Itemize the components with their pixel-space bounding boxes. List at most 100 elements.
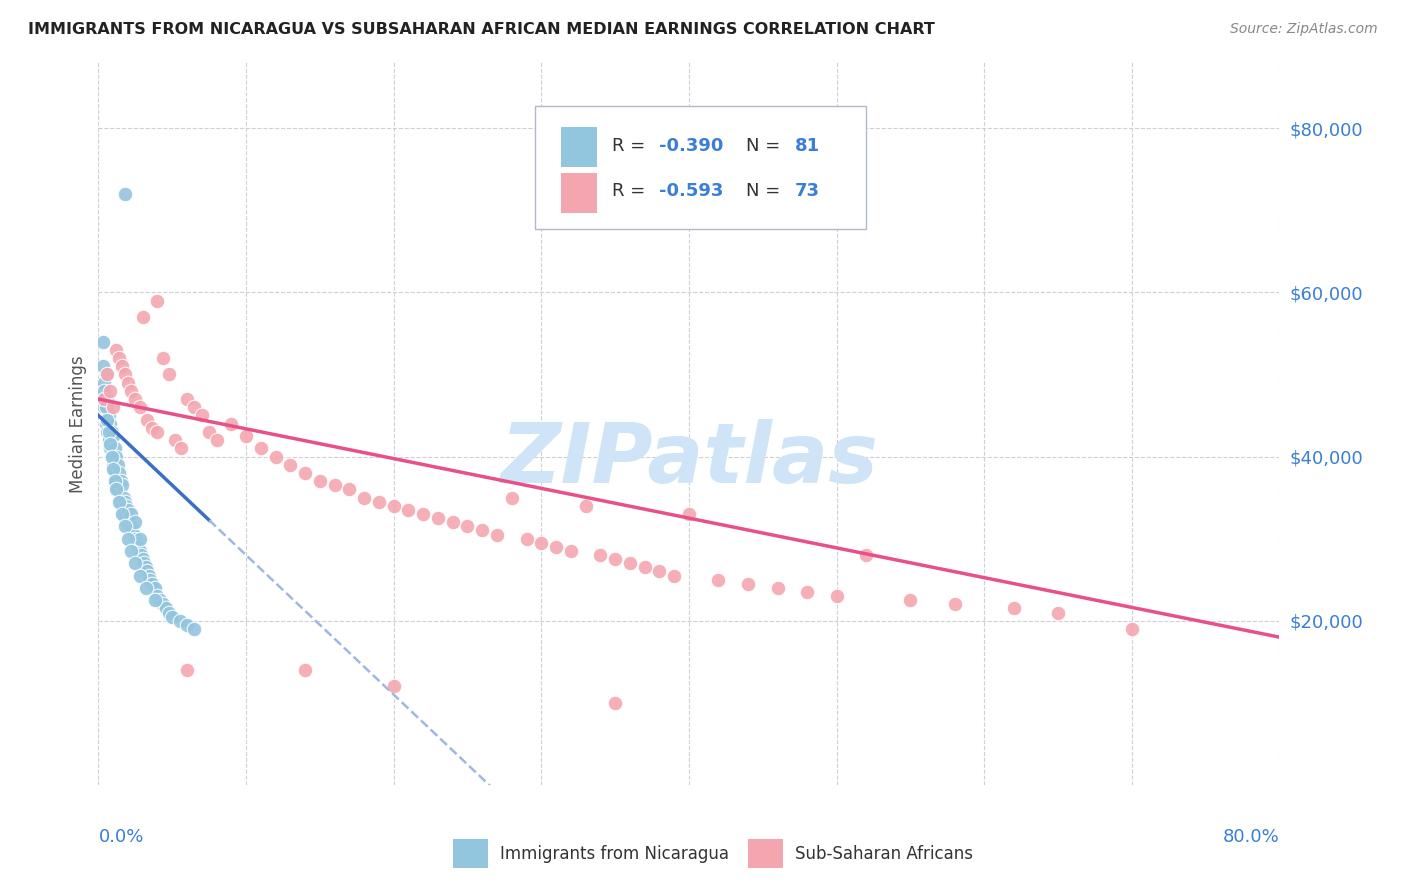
Point — [100, 450, 122, 464]
Point — [191, 409, 214, 423]
Text: -0.390: -0.390 — [659, 136, 724, 154]
Text: ZIPatlas: ZIPatlas — [501, 419, 877, 500]
Point — [634, 560, 657, 574]
Point — [100, 450, 122, 464]
Point — [103, 401, 125, 415]
Point — [152, 598, 174, 612]
Point — [135, 560, 157, 574]
Point — [162, 609, 183, 624]
Point — [146, 293, 169, 308]
Point — [110, 491, 132, 505]
Point — [235, 429, 257, 443]
Point — [103, 458, 125, 472]
Point — [176, 663, 198, 677]
Y-axis label: Median Earnings: Median Earnings — [69, 355, 87, 492]
Point — [111, 499, 134, 513]
FancyBboxPatch shape — [453, 839, 488, 868]
Point — [121, 524, 143, 538]
Point — [108, 494, 131, 508]
Point — [339, 483, 361, 497]
Point — [157, 606, 180, 620]
Point — [120, 384, 142, 398]
Point — [619, 556, 641, 570]
Point — [141, 576, 163, 591]
FancyBboxPatch shape — [561, 173, 596, 212]
Point — [136, 565, 159, 579]
Text: R =: R = — [612, 182, 651, 200]
Point — [115, 499, 138, 513]
Point — [398, 503, 420, 517]
Point — [124, 556, 146, 570]
Point — [441, 515, 464, 529]
Point — [605, 552, 627, 566]
Point — [91, 334, 114, 349]
Point — [108, 351, 131, 365]
Point — [183, 401, 205, 415]
Point — [353, 491, 375, 505]
Point — [118, 511, 141, 525]
Text: 80.0%: 80.0% — [1223, 829, 1279, 847]
Point — [107, 483, 129, 497]
Point — [96, 412, 118, 426]
Point — [97, 433, 120, 447]
Point — [97, 409, 120, 423]
Point — [105, 450, 128, 464]
Point — [176, 392, 198, 406]
Point — [114, 368, 136, 382]
Point — [111, 478, 134, 492]
Point — [93, 384, 115, 398]
Point — [605, 696, 627, 710]
Point — [707, 573, 730, 587]
Point — [127, 540, 149, 554]
Point — [117, 532, 139, 546]
Point — [323, 478, 346, 492]
Point — [766, 581, 789, 595]
Point — [900, 593, 922, 607]
Point — [825, 589, 848, 603]
Point — [120, 507, 142, 521]
Point — [98, 437, 121, 451]
Point — [103, 429, 125, 443]
Point — [309, 474, 332, 488]
Point — [138, 568, 160, 582]
Text: -0.593: -0.593 — [659, 182, 724, 200]
Point — [664, 568, 686, 582]
Point — [427, 511, 450, 525]
Point — [112, 491, 135, 505]
Point — [516, 532, 538, 546]
Text: Source: ZipAtlas.com: Source: ZipAtlas.com — [1230, 22, 1378, 37]
Point — [169, 614, 191, 628]
Point — [943, 598, 966, 612]
Point — [560, 544, 582, 558]
Point — [1121, 622, 1143, 636]
Point — [120, 519, 142, 533]
Point — [648, 565, 671, 579]
Point — [457, 519, 479, 533]
Point — [146, 425, 169, 439]
Point — [114, 494, 136, 508]
Point — [104, 442, 127, 456]
Point — [139, 573, 162, 587]
Point — [382, 499, 405, 513]
Point — [796, 585, 818, 599]
Point — [134, 556, 156, 570]
Point — [107, 458, 129, 472]
Point — [125, 535, 148, 549]
Text: N =: N = — [745, 182, 786, 200]
Point — [111, 359, 134, 374]
Point — [94, 401, 117, 415]
Text: Immigrants from Nicaragua: Immigrants from Nicaragua — [501, 845, 728, 863]
Point — [117, 376, 139, 390]
Point — [412, 507, 434, 521]
Point — [128, 544, 150, 558]
Point — [141, 421, 163, 435]
Text: IMMIGRANTS FROM NICARAGUA VS SUBSAHARAN AFRICAN MEDIAN EARNINGS CORRELATION CHAR: IMMIGRANTS FROM NICARAGUA VS SUBSAHARAN … — [28, 22, 935, 37]
Point — [98, 384, 121, 398]
Point — [96, 392, 118, 406]
Point — [146, 589, 169, 603]
Text: 73: 73 — [796, 182, 820, 200]
Point — [105, 483, 128, 497]
Point — [94, 368, 117, 382]
Point — [114, 507, 136, 521]
Point — [98, 417, 121, 431]
